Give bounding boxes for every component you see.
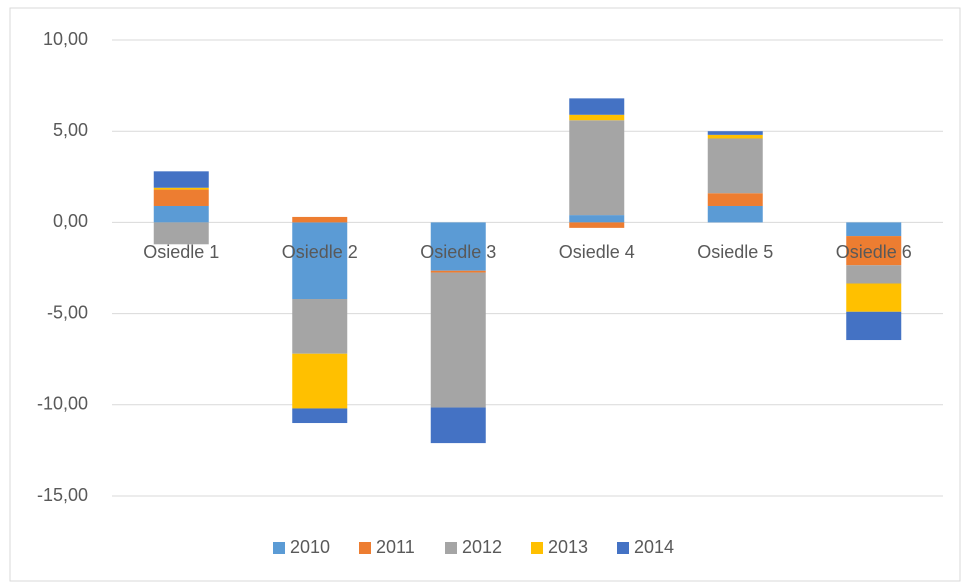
- bar-segment: [569, 120, 625, 216]
- bar-segment: [707, 131, 763, 135]
- bar-segment: [292, 216, 348, 223]
- y-tick-label: 10,00: [43, 29, 88, 49]
- y-tick-label: 5,00: [53, 120, 88, 140]
- bar-segment: [846, 222, 902, 237]
- x-tick-label: Osiedle 4: [559, 242, 635, 262]
- bar-segment: [153, 222, 209, 245]
- legend-swatch: [531, 542, 543, 554]
- legend-swatch: [359, 542, 371, 554]
- bar-segment: [430, 272, 486, 408]
- legend-label: 2013: [548, 537, 588, 557]
- x-tick-label: Osiedle 2: [282, 242, 358, 262]
- bar-segment: [846, 283, 902, 312]
- bar-segment: [430, 270, 486, 273]
- legend-label: 2011: [376, 537, 415, 557]
- bar-segment: [292, 299, 348, 354]
- bar-segment: [569, 114, 625, 121]
- bar-segment: [707, 138, 763, 194]
- bar-segment: [430, 222, 486, 271]
- bar-segment: [707, 134, 763, 139]
- bar-segment: [430, 407, 486, 444]
- y-tick-label: 0,00: [53, 211, 88, 231]
- bar-segment: [292, 222, 348, 300]
- bar-segment: [707, 205, 763, 223]
- bar-segment: [153, 205, 209, 223]
- bar-segment: [569, 222, 625, 228]
- y-tick-label: -10,00: [37, 394, 88, 414]
- bar-segment: [846, 311, 902, 341]
- x-tick-label: Osiedle 5: [697, 242, 773, 262]
- bar-segment: [153, 187, 209, 190]
- legend-swatch: [617, 542, 629, 554]
- bar-segment: [846, 265, 902, 284]
- legend-label: 2010: [290, 537, 330, 557]
- x-tick-label: Osiedle 1: [143, 242, 219, 262]
- bar-segment: [292, 353, 348, 409]
- bar-segment: [153, 171, 209, 188]
- bar-segment: [569, 98, 625, 115]
- y-tick-label: -15,00: [37, 485, 88, 505]
- bar-segment: [153, 189, 209, 206]
- y-tick-label: -5,00: [47, 302, 88, 322]
- legend-swatch: [445, 542, 457, 554]
- x-tick-label: Osiedle 6: [836, 242, 912, 262]
- bar-segment: [292, 408, 348, 424]
- legend-label: 2014: [634, 537, 674, 557]
- bar-segment: [707, 193, 763, 206]
- legend-label: 2012: [462, 537, 502, 557]
- legend-swatch: [273, 542, 285, 554]
- bar-segment: [569, 215, 625, 223]
- x-tick-label: Osiedle 3: [420, 242, 496, 262]
- bar-segment: [846, 236, 902, 266]
